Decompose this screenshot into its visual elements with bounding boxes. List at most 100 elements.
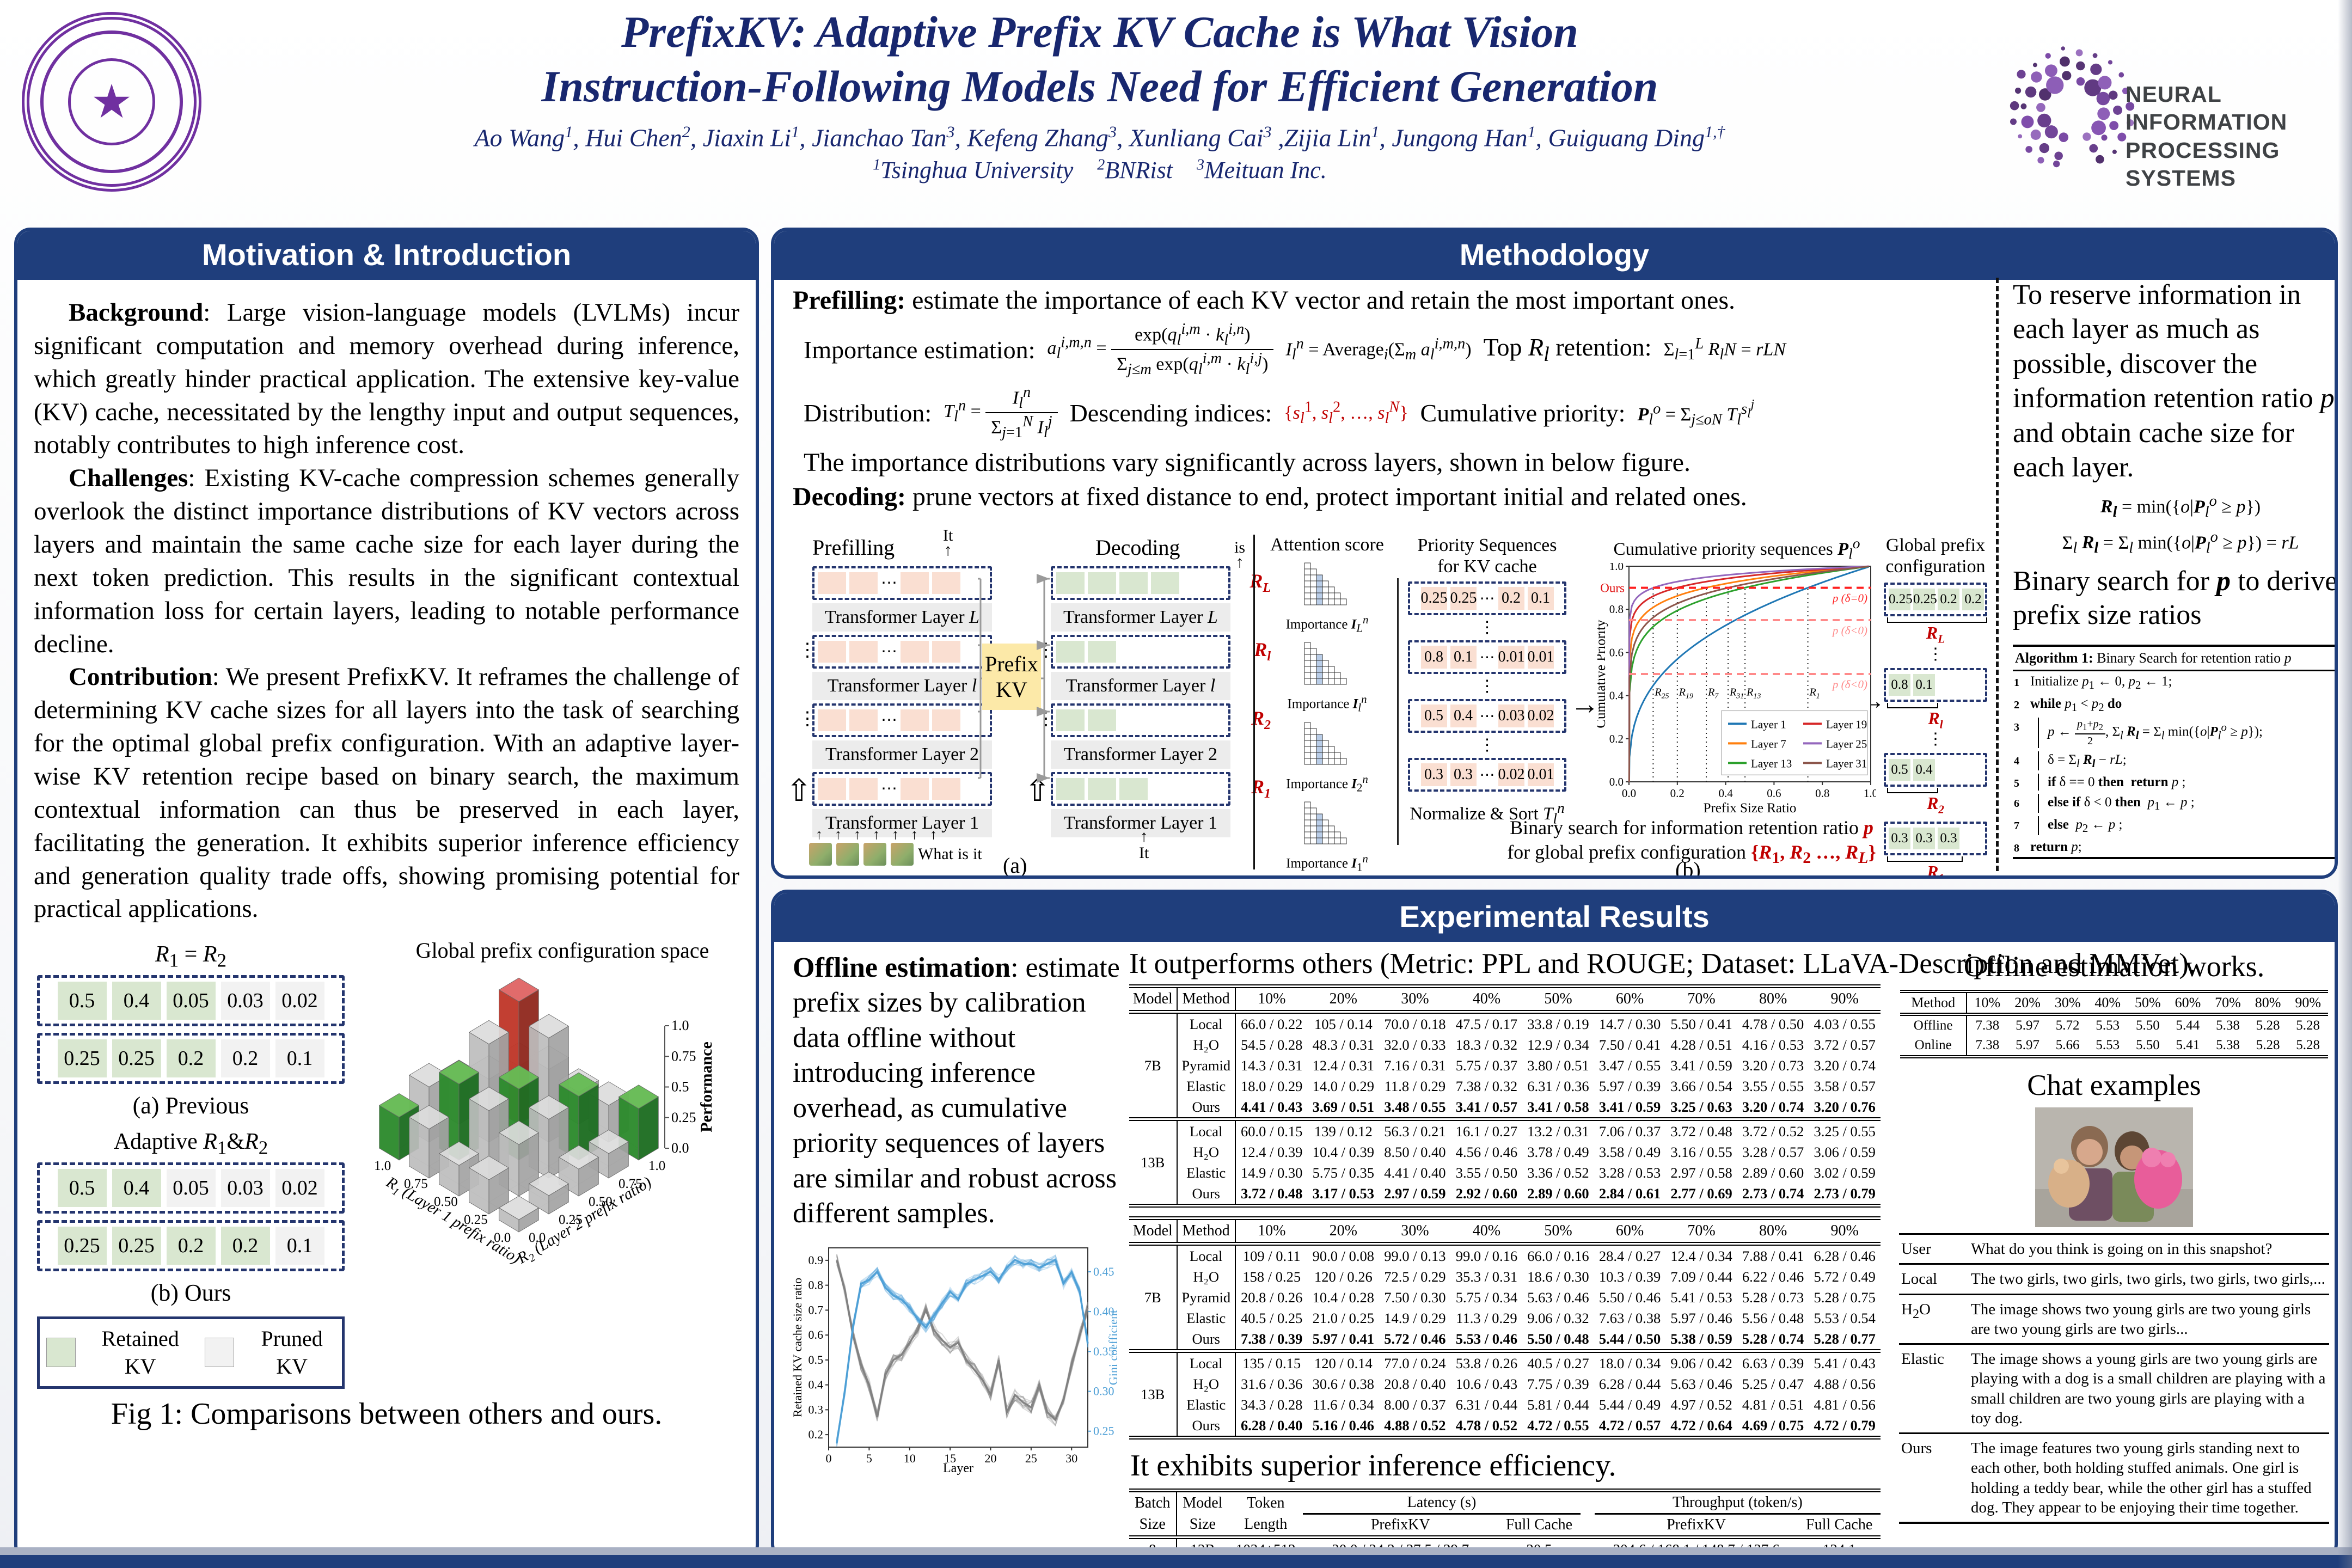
value-cell: 18.0 / 0.29 [1241, 1077, 1303, 1094]
vertical-dots: ⋮ [1479, 736, 1496, 755]
value-cell: 8.00 / 0.37 [1384, 1396, 1446, 1413]
eff-header-row2: Size Size Length PrefixKV Full Cache PrefixKV… [1129, 1514, 1881, 1539]
offline-estimation-label: Offline estimation [793, 952, 1011, 983]
value-cell: 53.8 / 0.26 [1450, 1349, 1523, 1374]
value-cell: 158 / 0.25 [1242, 1268, 1301, 1285]
figure1-legend: Retained KV Pruned KV [37, 1316, 345, 1389]
offline-estimation-column: Offline estimation: estimate prefix size… [791, 951, 1124, 1478]
vertical-dots: ⋮ [1927, 645, 1944, 663]
token-arrows: ↑↑↑↑↑↑↑ [816, 826, 949, 842]
value-cell: 4.28 / 0.51 [1670, 1036, 1732, 1053]
value-cell: 12.4 / 0.31 [1312, 1057, 1375, 1074]
priority-sequence-row: 0.8 0.1 ⋯ 0.01 0.01 [1408, 640, 1566, 675]
svg-text:10: 10 [904, 1451, 916, 1465]
chat-text-cell: The image shows two young girls are two … [1969, 1293, 2329, 1344]
value-cell: 6.28 / 0.40 [1241, 1417, 1303, 1434]
value-cell: 3.66 / 0.54 [1670, 1077, 1732, 1094]
value-cell: 4.56 / 0.46 [1455, 1143, 1518, 1160]
prefix-ratio-cell: 0.05 [166, 982, 216, 1020]
previous-config-row-1: 0.5 0.4 0.05 0.03 0.02 [37, 975, 345, 1027]
previous-caption: (a) Previous [132, 1092, 249, 1119]
vertical-dots: ⋮ [798, 640, 817, 660]
methodology-panel: Methodology Prefilling: estimate the imp… [771, 228, 2338, 879]
value-cell: 56.3 / 0.21 [1379, 1117, 1451, 1142]
value-cell: 7.63 / 0.38 [1598, 1309, 1661, 1326]
global-prefix-row: 0.3 0.3 0.3 [1884, 822, 1987, 856]
prefix-ratio-cell: 0.2 [166, 1226, 216, 1265]
svg-text:0.50: 0.50 [434, 1195, 458, 1209]
vertical-dots: ⋮ [1927, 730, 1944, 748]
table-row: Elastic 14.9 / 0.30 5.75 / 0.35 4.41 / 0.40… [1129, 1162, 1881, 1183]
poster-edge-right [2338, 0, 2352, 1568]
chat-row: Local The two girls, two girls, two girls… [1899, 1263, 2329, 1294]
svg-text:0.3: 0.3 [808, 1402, 824, 1416]
svg-text:Layer 25: Layer 25 [1826, 737, 1867, 750]
value-cell: 14.9 / 0.29 [1384, 1309, 1446, 1326]
kv-cell [901, 709, 929, 731]
value-cell: 3.58 / 0.57 [1814, 1077, 1876, 1094]
decoding-label: Decoding: [793, 482, 906, 511]
prefix-ratio-cell: 0.4 [112, 1168, 161, 1207]
offline-method-cell: Offline [1900, 1014, 1968, 1036]
kv-ellipsis: ⋯ [881, 711, 897, 729]
chat-speaker-cell: H2O [1899, 1293, 1969, 1344]
brace [1887, 856, 1963, 862]
offline-value-cell: 5.97 [2016, 1018, 2039, 1033]
svg-text:25: 25 [1025, 1451, 1037, 1465]
binary-caption-line1: Binary search for information retention … [1510, 817, 1873, 838]
value-cell: 3.69 / 0.51 [1312, 1098, 1375, 1115]
kv-cell [1056, 572, 1085, 594]
prefill-kv-row: ⋯ ⋮ [798, 635, 992, 669]
attention-item: Importance I2n [1263, 720, 1391, 794]
vertical-dots: ⋮ [1479, 618, 1496, 637]
algorithm-line-body: return p; [2030, 839, 2082, 854]
transformer-layer-bar: Transformer Layer 2 [1051, 740, 1230, 769]
prefix-ratio-cell: 0.25 [57, 1039, 107, 1078]
attention-item: Importance I1n [1263, 800, 1391, 874]
algorithm-line: 5 if δ == 0 then return p ; [2013, 772, 2335, 792]
challenges-label: Challenges [69, 464, 188, 493]
ppl-rouge-table-mmvet: Model Method 10% 20% 30% 40% 50% 60% 70% 80% 90% 7B… [1129, 1216, 1881, 1440]
eff-subheader: Size [1129, 1514, 1177, 1539]
value-cell: 4.78 / 0.50 [1742, 1015, 1804, 1032]
descending-indices-label: Descending indices: [1069, 399, 1272, 427]
value-cell: 3.28 / 0.53 [1598, 1164, 1661, 1181]
column-header: 20% [1307, 1218, 1380, 1246]
value-cell: 33.8 / 0.19 [1527, 1015, 1589, 1032]
algorithm-line-body: else if δ < 0 then p1 ← p ; [2038, 793, 2335, 813]
column-header: 90% [1809, 986, 1881, 1014]
value-cell: 5.28 / 0.74 [1742, 1330, 1804, 1347]
table-row: Elastic 18.0 / 0.29 14.0 / 0.29 11.8 / 0.29… [1129, 1076, 1881, 1097]
decode-kv-row: RL [1051, 566, 1271, 600]
table-row: Ours 7.38 / 0.39 5.97 / 0.41 5.72 / 0.46 5.5… [1129, 1328, 1881, 1351]
value-cell: 4.72 / 0.57 [1598, 1417, 1661, 1434]
column-header: 20% [1307, 986, 1380, 1014]
prefilling-label: Prefilling: [793, 286, 906, 315]
global-prefix-cell: 0.8 [1889, 673, 1910, 696]
offline-estimation-text: Offline estimation: estimate prefix size… [793, 951, 1124, 1232]
global-prefix-row: 0.8 0.1 [1884, 667, 1987, 702]
global-r-label: RL [1926, 623, 1945, 646]
model-cell: 13B [1129, 1349, 1178, 1438]
binary-caption-line2: for global prefix configuration {R1, R2 … [1507, 841, 1876, 867]
prefix-ratio-cell: 0.1 [275, 1226, 324, 1265]
chat-speaker-cell: Elastic [1899, 1343, 1969, 1434]
value-cell: 109 / 0.11 [1242, 1247, 1301, 1264]
value-cell: 5.28 / 0.73 [1742, 1289, 1804, 1306]
dog-image-token [891, 843, 914, 866]
legend-label: Pruned KV [261, 1326, 323, 1379]
offline-value-cell: 5.66 [2055, 1038, 2080, 1052]
prefill-kv-row: ⋯ [812, 566, 992, 600]
prefix-ratio-cell: 0.4 [112, 982, 161, 1020]
priority-sequence-row: 0.25 0.25 ⋯ 0.2 0.1 [1408, 581, 1566, 616]
svg-text:0.7: 0.7 [808, 1303, 824, 1316]
svg-text:R13: R13 [1746, 686, 1761, 700]
transformer-layer-bar: Transformer Layer L [1051, 603, 1230, 632]
offline-column-header: 20% [2007, 991, 2048, 1016]
eff-header: Throughput (token/s) [1594, 1490, 1881, 1515]
prefix-ratio-cell: 0.1 [275, 1039, 324, 1078]
method-cell: Ours [1177, 1415, 1236, 1438]
column-header: 60% [1594, 986, 1666, 1014]
column-header: 30% [1379, 986, 1451, 1014]
value-cell: 5.97 / 0.41 [1312, 1330, 1375, 1347]
